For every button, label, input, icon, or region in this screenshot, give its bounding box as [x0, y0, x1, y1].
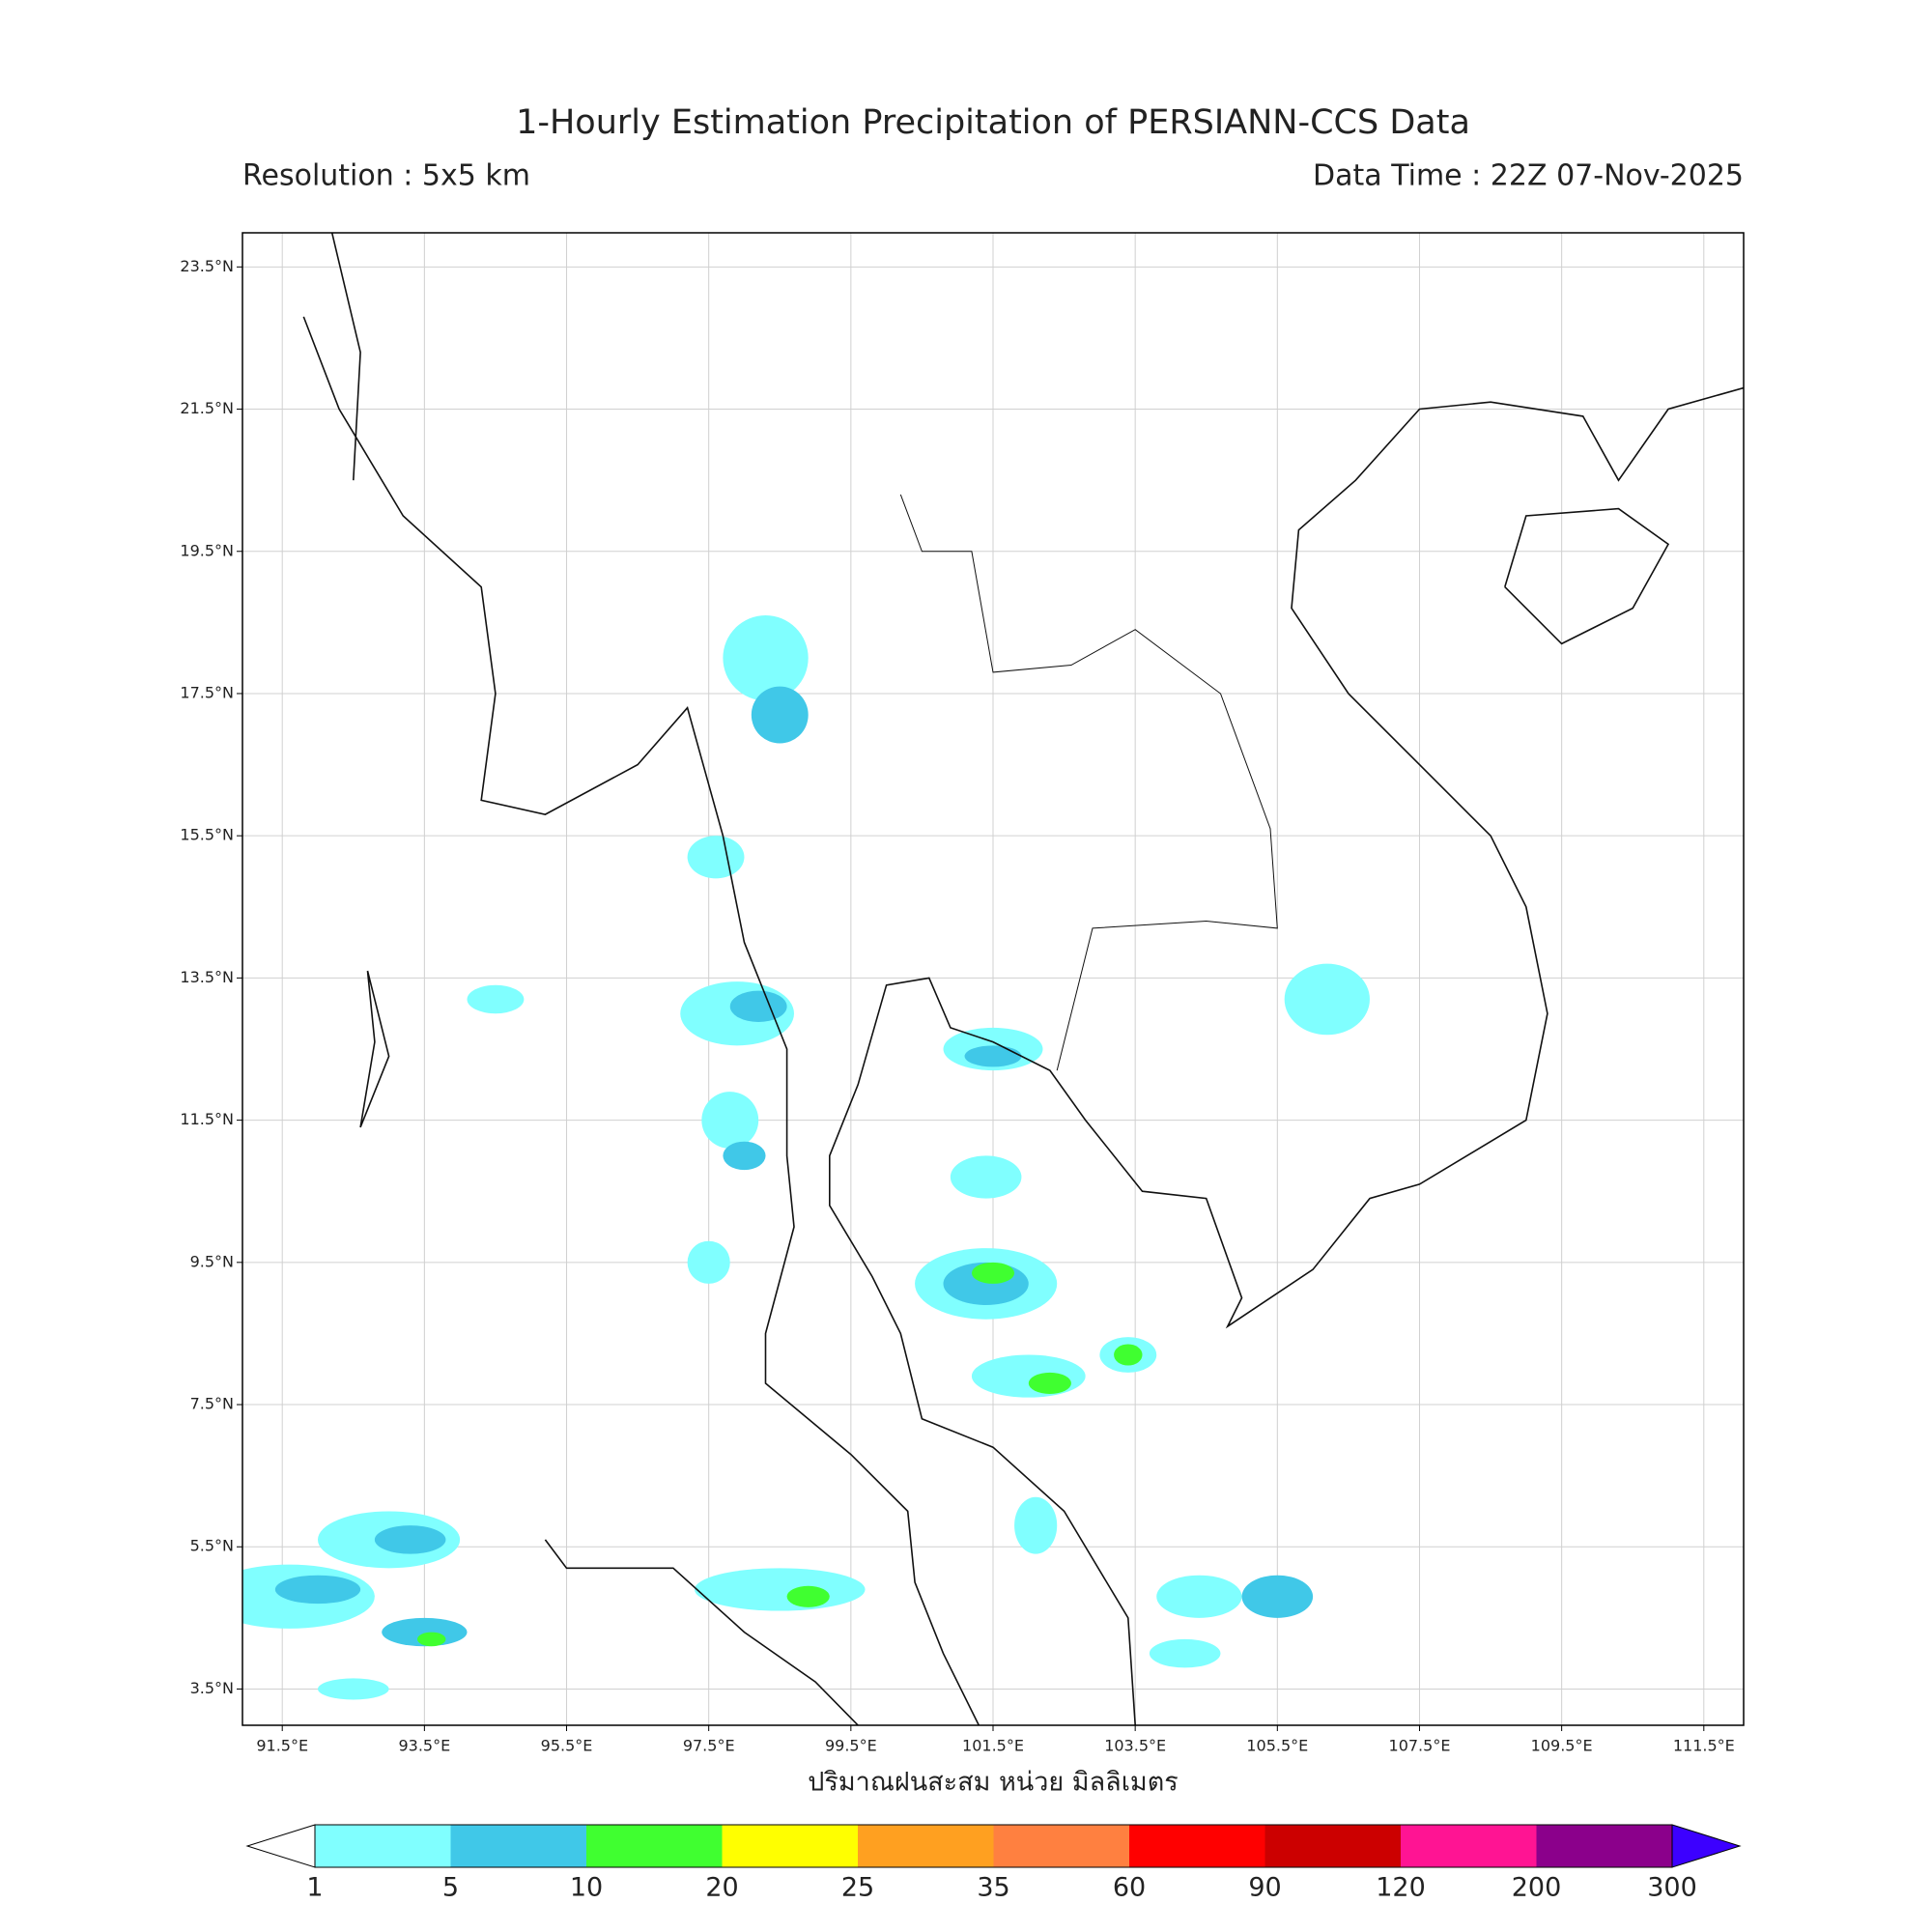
colorbar-label: 60 [1113, 1873, 1146, 1903]
coastline [544, 1539, 859, 1725]
rain-area [786, 1585, 830, 1607]
x-axis-label: ปริมาณฝนสะสม หน่วย มิลลิเมตร [808, 1768, 1179, 1798]
rain-area [1149, 1638, 1221, 1668]
colorbar: 1 5 10 20 25 35 60 90 120 200 300 [245, 1824, 1742, 1903]
rain-area [382, 1617, 468, 1647]
y-tick-label: 9.5°N [190, 1252, 234, 1270]
colorbar-bin [1129, 1825, 1265, 1867]
y-tick-label: 7.5°N [190, 1395, 234, 1413]
coastline [302, 316, 980, 1725]
y-tick-label: 5.5°N [190, 1537, 234, 1555]
colorbar-label: 25 [841, 1873, 874, 1903]
coastlines [302, 233, 1744, 1725]
colorbar-label: 1 [306, 1873, 323, 1903]
rain-area [467, 984, 525, 1014]
colorbar-label: 35 [977, 1873, 1009, 1903]
x-tick-label: 109.5°E [1531, 1737, 1593, 1755]
x-tick-label: 105.5°E [1246, 1737, 1308, 1755]
colorbar-bin [315, 1825, 451, 1867]
rain-area [374, 1525, 446, 1554]
rain-area [729, 990, 787, 1023]
coastline [330, 233, 361, 481]
x-tick-label: 103.5°E [1104, 1737, 1166, 1755]
x-tick-label: 107.5°E [1389, 1737, 1451, 1755]
colorbar-bin [858, 1825, 994, 1867]
coastline [1504, 507, 1670, 645]
rain-area [317, 1678, 389, 1700]
coastline [359, 970, 390, 1128]
rain-area [1241, 1575, 1314, 1618]
y-tick-label: 17.5°N [180, 683, 234, 701]
x-tick-label: 99.5°E [825, 1737, 877, 1755]
colorbar-bin [1401, 1825, 1537, 1867]
y-tick-label: 13.5°N [180, 968, 234, 986]
colorbar-label: 120 [1376, 1873, 1426, 1903]
rain-area [1284, 963, 1370, 1036]
colorbar-label: 300 [1647, 1873, 1697, 1903]
rain-area [694, 1568, 866, 1611]
border [899, 494, 1278, 1071]
precipitation [242, 615, 1370, 1700]
data-time: Data Time : 22Z 07-Nov-2025 [1313, 159, 1744, 193]
colorbar-label: 10 [570, 1873, 603, 1903]
map-frame [242, 232, 1745, 1726]
colorbar-bin [1536, 1825, 1672, 1867]
colorbar-bin [993, 1825, 1129, 1867]
x-tick-label: 95.5°E [541, 1737, 593, 1755]
x-tick-label: 97.5°E [683, 1737, 735, 1755]
rain-area [687, 1240, 730, 1284]
y-tick-label: 11.5°N [180, 1110, 234, 1128]
coastline [829, 386, 1744, 1725]
rain-area [950, 1155, 1022, 1199]
y-tick-label: 3.5°N [190, 1679, 234, 1697]
resolution: Resolution : 5x5 km [242, 159, 530, 193]
colorbar-extension-high [1671, 1824, 1742, 1868]
colorbar-frame [314, 1824, 1673, 1868]
y-tick-label: 15.5°N [180, 826, 234, 844]
colorbar-bin [722, 1825, 858, 1867]
y-tick-label: 23.5°N [180, 257, 234, 275]
rain-area [751, 686, 809, 744]
rain-area [1156, 1575, 1242, 1618]
colorbar-label: 90 [1248, 1873, 1281, 1903]
colorbar-label: 5 [442, 1873, 459, 1903]
rain-area [1028, 1372, 1071, 1394]
rain-area [687, 836, 745, 879]
colorbar-bin [1264, 1825, 1401, 1867]
colorbar-extension-low [245, 1824, 316, 1868]
title: 1-Hourly Estimation Precipitation of PER… [516, 103, 1470, 142]
rain-area [1114, 1344, 1143, 1366]
rain-area [971, 1354, 1086, 1398]
x-tick-label: 111.5°E [1673, 1737, 1735, 1755]
rain-area [723, 1141, 766, 1171]
grid: 91.5°E 93.5°E 95.5°E 97.5°E 99.5°E 101.5°E 103… [180, 233, 1744, 1755]
rain-area [964, 1045, 1022, 1067]
x-tick-label: 91.5°E [256, 1737, 308, 1755]
rain-area [701, 1092, 759, 1150]
rain-area [971, 1262, 1015, 1284]
rain-area [274, 1575, 361, 1605]
colorbar-bin [586, 1825, 723, 1867]
x-tick-label: 93.5°E [398, 1737, 450, 1755]
rain-area [723, 615, 809, 701]
colorbar-label: 200 [1512, 1873, 1562, 1903]
y-tick-label: 19.5°N [180, 541, 234, 559]
colorbar-label: 20 [705, 1873, 738, 1903]
rain-area [417, 1632, 446, 1647]
rain-area [1014, 1496, 1058, 1554]
x-tick-label: 101.5°E [962, 1737, 1024, 1755]
colorbar-bin [450, 1825, 586, 1867]
y-tick-label: 21.5°N [180, 399, 234, 417]
